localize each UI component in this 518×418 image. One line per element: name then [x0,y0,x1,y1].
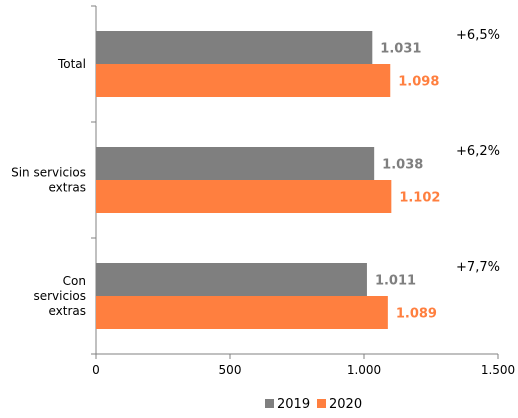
change-annotation: +7,7% [456,260,500,275]
bar-value-label: 1.098 [398,75,439,90]
legend-swatch-2019 [265,399,274,408]
category-label: extras [48,304,86,318]
x-tick-label: 500 [219,363,242,377]
category-label: Total [57,57,86,71]
bar-2020 [96,64,391,97]
x-tick-label: 0 [92,363,100,377]
category-label: Sin servicios [11,166,86,180]
legend-label: 2019 [277,397,310,412]
change-annotation: +6,5% [456,28,500,43]
bar-value-label: 1.011 [375,274,416,289]
x-tick-label: 1.500 [481,363,515,377]
category-label: Con [63,274,86,288]
bar-2020 [96,180,392,213]
bar-2019 [96,147,375,180]
category-label: extras [48,181,86,195]
bar-2019 [96,263,367,296]
x-tick-label: 1.000 [347,363,381,377]
change-annotation: +6,2% [456,144,500,159]
bar-value-label: 1.102 [399,191,440,206]
category-label: servicios [33,289,86,303]
bar-value-label: 1.031 [380,42,421,57]
bar-2019 [96,31,373,64]
bar-value-label: 1.089 [396,307,437,322]
bar-value-label: 1.038 [382,158,423,173]
legend-label: 2020 [329,397,362,412]
bar-2020 [96,296,388,329]
legend-swatch-2020 [317,399,326,408]
